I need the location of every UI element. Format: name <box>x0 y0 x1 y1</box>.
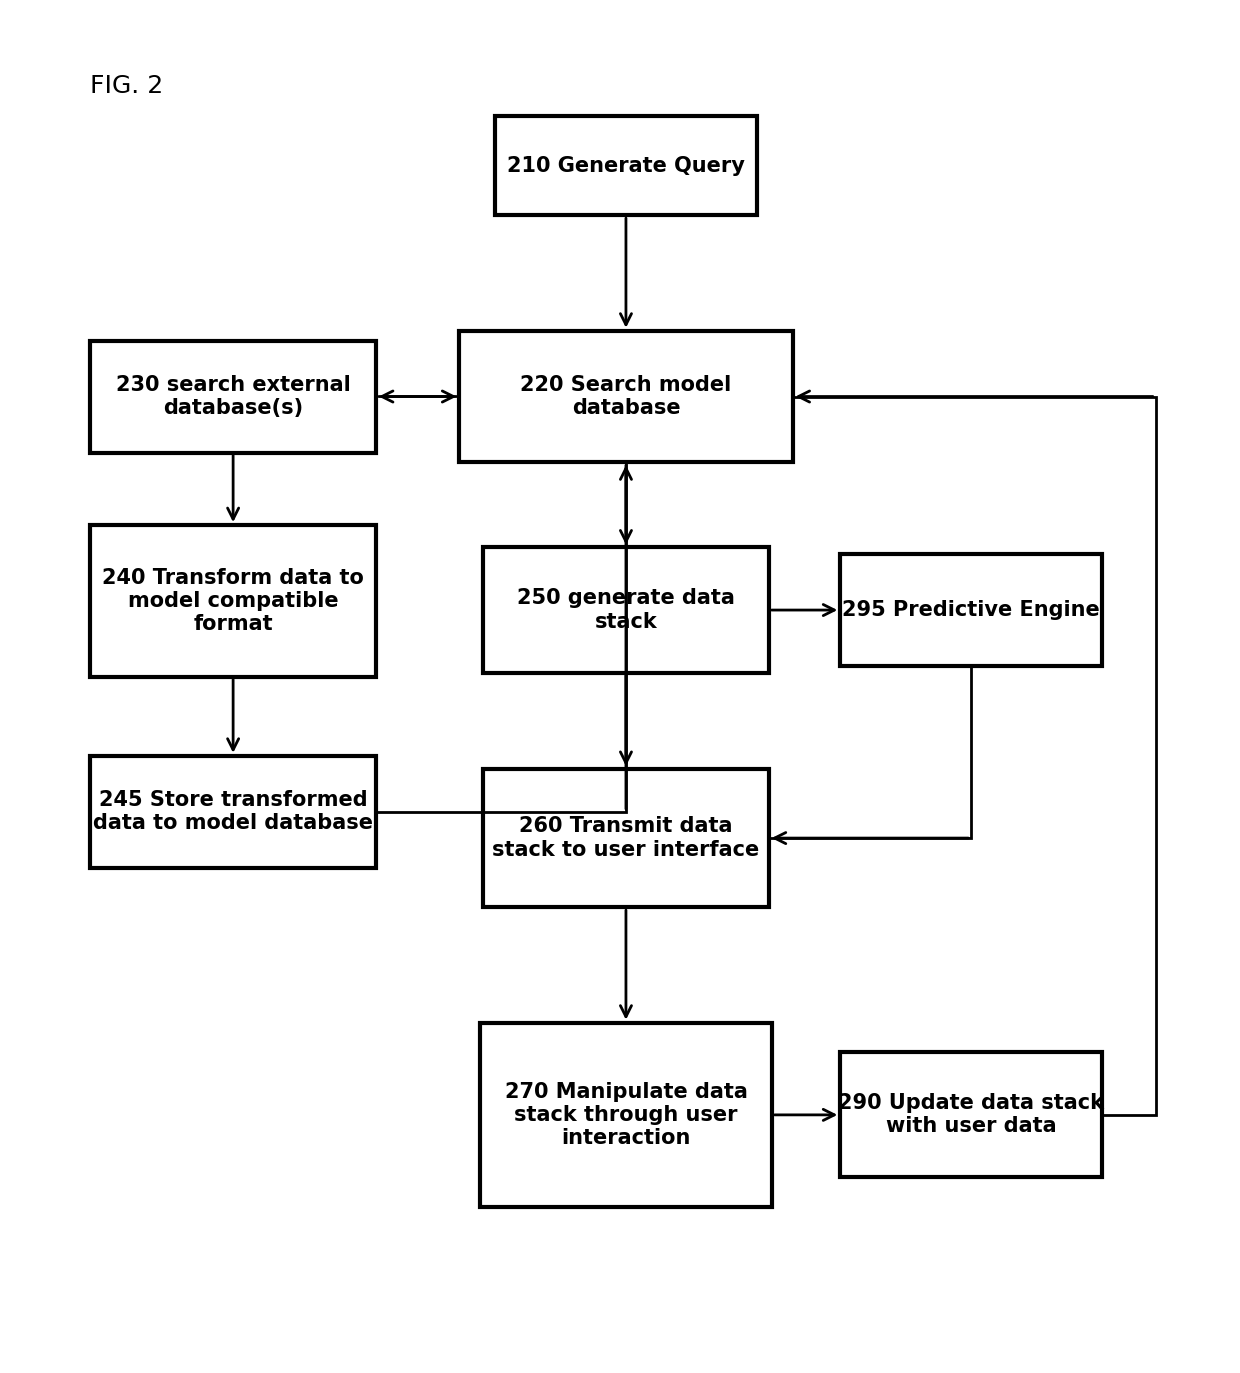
Text: FIG. 2: FIG. 2 <box>91 74 164 97</box>
Text: 250 generate data
stack: 250 generate data stack <box>517 589 735 632</box>
FancyBboxPatch shape <box>91 341 376 453</box>
Text: 245 Store transformed
data to model database: 245 Store transformed data to model data… <box>93 789 373 833</box>
Text: 260 Transmit data
stack to user interface: 260 Transmit data stack to user interfac… <box>492 817 760 859</box>
FancyBboxPatch shape <box>91 755 376 868</box>
Text: 210 Generate Query: 210 Generate Query <box>507 157 745 176</box>
Text: 290 Update data stack
with user data: 290 Update data stack with user data <box>838 1093 1104 1137</box>
Text: 240 Transform data to
model compatible
format: 240 Transform data to model compatible f… <box>102 567 365 634</box>
FancyBboxPatch shape <box>495 117 756 216</box>
FancyBboxPatch shape <box>484 548 769 673</box>
FancyBboxPatch shape <box>841 555 1102 666</box>
Text: 270 Manipulate data
stack through user
interaction: 270 Manipulate data stack through user i… <box>505 1082 748 1148</box>
FancyBboxPatch shape <box>459 331 792 463</box>
FancyBboxPatch shape <box>841 1052 1102 1178</box>
Text: 230 search external
database(s): 230 search external database(s) <box>115 375 351 419</box>
Text: 220 Search model
database: 220 Search model database <box>521 375 732 419</box>
FancyBboxPatch shape <box>484 769 769 908</box>
FancyBboxPatch shape <box>91 524 376 677</box>
Text: 295 Predictive Engine: 295 Predictive Engine <box>842 600 1100 621</box>
FancyBboxPatch shape <box>480 1023 771 1207</box>
